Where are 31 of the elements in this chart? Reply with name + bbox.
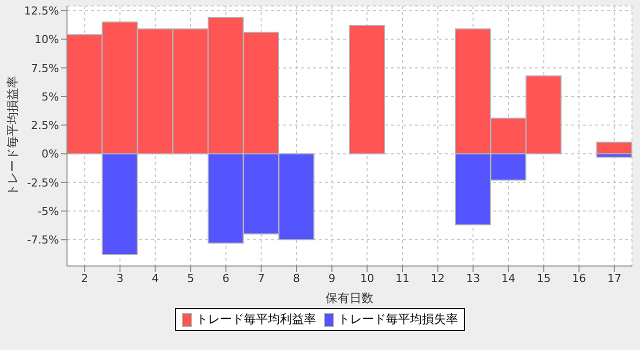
- y-tick-label: 12.5%: [24, 4, 59, 18]
- x-tick-label: 12: [430, 272, 445, 285]
- x-tick-label: 8: [293, 272, 300, 285]
- y-tick-label: 2.5%: [31, 119, 59, 132]
- x-tick-label: 15: [536, 272, 551, 285]
- x-tick-label: 7: [258, 272, 265, 285]
- x-tick-label: 4: [152, 272, 159, 285]
- y-tick-label: -7.5%: [27, 234, 59, 247]
- y-axis-title: トレード毎平均損益率: [5, 76, 20, 196]
- x-axis-title: 保有日数: [326, 291, 374, 305]
- x-tick-label: 5: [187, 272, 194, 285]
- x-tick-label: 17: [607, 272, 622, 285]
- bar: [596, 142, 632, 154]
- legend-label: トレード毎平均利益率: [196, 311, 316, 328]
- x-tick-label: 11: [395, 272, 410, 285]
- x-tick-label: 10: [360, 272, 374, 285]
- y-tick-label: 10%: [34, 33, 59, 46]
- x-tick-label: 6: [222, 272, 230, 285]
- x-tick-label: 2: [81, 272, 88, 285]
- y-tick-label: -2.5%: [27, 176, 59, 190]
- x-tick-label: 9: [328, 272, 336, 285]
- x-tick-label: 14: [501, 272, 516, 285]
- y-tick-label: -5%: [38, 204, 59, 218]
- y-tick-label: 0%: [42, 148, 59, 161]
- legend-label: トレード毎平均損失率: [338, 311, 458, 328]
- x-tick-label: 16: [572, 272, 586, 285]
- y-tick-label: 5%: [42, 90, 59, 104]
- y-tick-label: 7.5%: [31, 62, 59, 75]
- x-tick-label: 3: [116, 272, 124, 285]
- bar: [349, 24, 385, 154]
- x-tick-label: 13: [466, 272, 480, 285]
